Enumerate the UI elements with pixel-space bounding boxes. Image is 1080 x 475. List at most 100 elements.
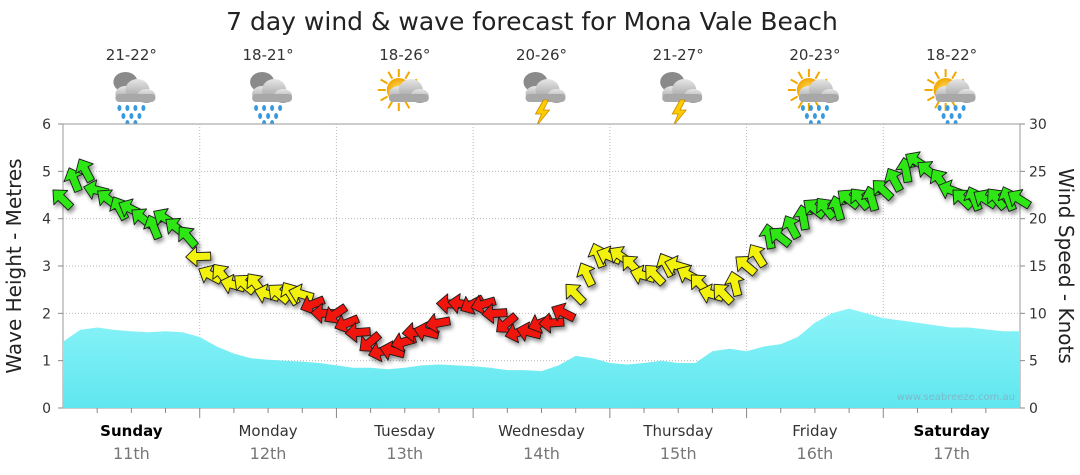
wind-arrow — [884, 167, 904, 193]
sun-ray — [934, 100, 940, 109]
rain-drop — [820, 113, 825, 119]
wind-arrow — [481, 303, 508, 324]
wind-arrow — [565, 283, 587, 306]
wind-arrow-shape — [538, 312, 565, 334]
sun-ray — [387, 100, 394, 109]
wind-arrow-shape — [576, 262, 596, 288]
wind-arrow-shape — [481, 303, 508, 324]
wind-arrow-shape — [359, 331, 383, 352]
lightning-bolt — [671, 99, 688, 127]
wind-arrow — [538, 312, 565, 334]
wind-arrow-shape — [551, 302, 577, 323]
rain-drop — [949, 113, 954, 119]
wind-arrow-shape — [344, 322, 371, 343]
wind-arrow-shape — [724, 270, 745, 297]
left-tick-label: 2 — [42, 306, 51, 322]
right-tick-label: 25 — [1029, 164, 1047, 180]
rain-drop — [804, 113, 809, 119]
right-axis-title: Wind Speed - Knots — [1054, 168, 1078, 364]
rain-drop — [129, 113, 134, 119]
rain-drop — [258, 113, 263, 119]
right-tick-label: 20 — [1029, 212, 1047, 228]
rain-drop — [125, 105, 130, 111]
sun-ray — [404, 71, 411, 80]
cloud-base — [798, 94, 839, 102]
rain-drop — [137, 113, 142, 119]
rain-drop — [270, 105, 275, 111]
wind-arrow-shape — [1007, 189, 1032, 210]
rain-drop — [812, 113, 817, 119]
sun-rain-icon — [787, 69, 839, 126]
cloud-base — [388, 94, 429, 102]
sun-ray — [790, 78, 799, 85]
wind-arrow — [470, 294, 497, 315]
wind-arrow-shape — [747, 244, 768, 269]
rain-drop — [141, 105, 146, 111]
rain-drop — [254, 105, 259, 111]
wind-arrow-shape — [52, 189, 75, 211]
wind-arrow — [747, 244, 768, 269]
wind-arrow-shape — [178, 226, 199, 250]
right-tick-label: 30 — [1029, 117, 1047, 133]
left-tick-label: 4 — [42, 212, 51, 228]
rain-drop — [266, 113, 271, 119]
wind-arrow-shape — [769, 227, 793, 248]
temperature-range: 18-22° — [926, 46, 977, 64]
sun-ray — [387, 71, 394, 80]
left-tick-label: 6 — [42, 117, 51, 133]
cloud-base — [115, 94, 156, 102]
temperature-range: 20-26° — [516, 46, 567, 64]
wind-arrow-shape — [470, 294, 497, 315]
rain-drop — [953, 105, 958, 111]
day-label-thursday: Thursday — [642, 422, 713, 440]
storm-cloud-icon — [523, 72, 566, 127]
wind-arrow — [334, 314, 360, 334]
wind-arrow-shape — [300, 295, 326, 315]
rain-drop — [808, 105, 813, 111]
wind-arrow — [324, 303, 349, 324]
right-tick-label: 5 — [1029, 354, 1038, 370]
day-label-friday: Friday — [792, 422, 838, 440]
chart-title: 7 day wind & wave forecast for Mona Vale… — [226, 7, 838, 36]
rain-drop — [800, 105, 805, 111]
rain-drop — [816, 105, 821, 111]
wind-arrow — [872, 180, 895, 202]
sun-ray — [814, 71, 821, 80]
wave-height-area — [63, 308, 1020, 408]
rain-drop — [117, 105, 122, 111]
rain-drop — [941, 113, 946, 119]
sun-ray — [926, 95, 935, 102]
wind-arrow — [1007, 189, 1032, 210]
rain-cloud-icon — [250, 72, 293, 126]
sun-ray — [934, 71, 940, 80]
wind-arrow — [75, 158, 95, 184]
sun-cloud-icon — [377, 69, 429, 111]
sun-ray — [797, 100, 804, 109]
wind-arrow-shape — [565, 283, 587, 306]
wind-arrow — [769, 227, 793, 248]
wind-arrow — [781, 215, 802, 241]
sun-ray — [797, 71, 804, 80]
date-label: 13th — [386, 444, 423, 463]
day-label-tuesday: Tuesday — [373, 422, 435, 440]
right-tick-label: 10 — [1029, 306, 1047, 322]
wind-arrow-shape — [185, 246, 212, 268]
sun-ray — [404, 100, 411, 109]
temperature-range: 18-26° — [379, 46, 430, 64]
right-tick-label: 0 — [1029, 401, 1038, 417]
wind-arrow-shape — [735, 255, 759, 277]
wind-arrow-shape — [781, 215, 802, 241]
day-label-saturday: Saturday — [913, 422, 990, 440]
wind-arrow — [551, 302, 577, 323]
sun-ray — [380, 95, 389, 102]
wind-arrow-shape — [424, 313, 451, 334]
left-tick-label: 5 — [42, 164, 51, 180]
date-label: 17th — [933, 444, 970, 463]
rain-drop — [824, 105, 829, 111]
temperature-range: 18-21° — [243, 46, 294, 64]
wind-arrow — [310, 302, 337, 324]
rain-drop — [937, 105, 942, 111]
wind-arrow-shape — [310, 302, 337, 324]
wind-arrow — [178, 226, 199, 250]
